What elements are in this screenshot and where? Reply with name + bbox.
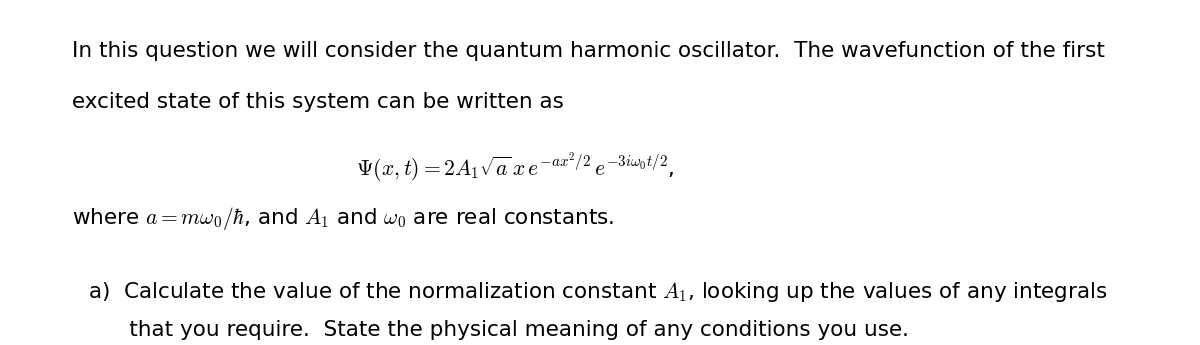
Text: $\Psi(x,t) = 2A_1\sqrt{a}\, x\, e^{-ax^2/2}\, e^{-3i\omega_0 t/2}$,: $\Psi(x,t) = 2A_1\sqrt{a}\, x\, e^{-ax^2… [356,152,674,184]
Text: In this question we will consider the quantum harmonic oscillator.  The wavefunc: In this question we will consider the qu… [72,41,1105,61]
Text: where $a = m\omega_0/\hbar$, and $A_1$ and $\omega_0$ are real constants.: where $a = m\omega_0/\hbar$, and $A_1$ a… [72,205,614,231]
Text: excited state of this system can be written as: excited state of this system can be writ… [72,92,564,112]
Text: a)  Calculate the value of the normalization constant $A_1$, looking up the valu: a) Calculate the value of the normalizat… [88,279,1108,304]
Text: that you require.  State the physical meaning of any conditions you use.: that you require. State the physical mea… [88,321,908,341]
